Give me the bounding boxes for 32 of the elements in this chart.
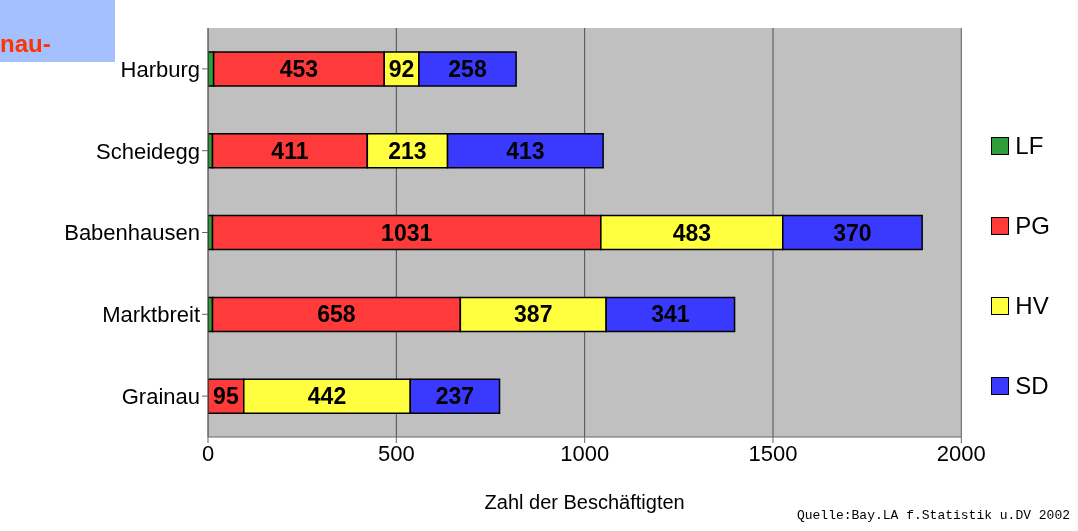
data-label: 411: [271, 137, 309, 164]
y-tick-label: Babenhausen: [64, 220, 200, 246]
y-tick-label: Marktbreit: [102, 302, 200, 328]
x-tick-label: 0: [201, 440, 215, 466]
data-label: 387: [514, 301, 553, 328]
data-label: 92: [388, 56, 415, 82]
data-label: 237: [435, 383, 475, 410]
x-tick-label: 1500: [748, 440, 798, 466]
text: nau-: [0, 0, 115, 62]
data-label: 370: [833, 219, 872, 246]
data-label: 658: [317, 301, 356, 328]
data-label: 258: [448, 56, 487, 82]
data-label: 341: [651, 301, 690, 328]
data-label: 213: [388, 137, 427, 164]
legend-label: SD: [1014, 371, 1050, 400]
x-tick-label: 2000: [936, 440, 986, 466]
source-note: Quelle:Bay.LA f.Statistik u.DV 2002: [796, 508, 1070, 523]
y-tick-label: Scheidegg: [96, 138, 200, 164]
legend-label: PG: [1014, 211, 1050, 240]
y-tick-label: Harburg: [120, 56, 200, 82]
x-tick-label: 500: [377, 440, 415, 466]
data-label: 483: [672, 219, 711, 246]
data-label: 1031: [381, 219, 433, 246]
data-label: 442: [307, 383, 347, 410]
data-label: 453: [279, 56, 319, 82]
x-axis-title: Zahl der Beschäftigten: [484, 491, 685, 513]
data-label: 95: [213, 383, 239, 410]
y-tick-label: Grainau: [121, 383, 200, 409]
legend-label: HV: [1014, 291, 1050, 320]
legend-label: LF: [1014, 131, 1045, 160]
data-label: 413: [506, 137, 545, 164]
x-tick-label: 1000: [560, 440, 610, 466]
